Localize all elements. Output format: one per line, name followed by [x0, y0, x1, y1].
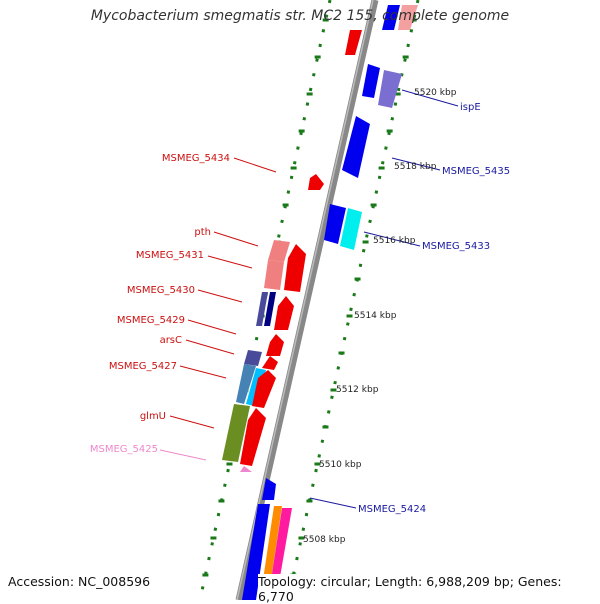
genome-backbone-highlight [236, 0, 374, 600]
scale-tick-label: 5512 kbp [336, 385, 379, 395]
gene-glmU-red [240, 408, 266, 466]
gene-MSMEG_5433-cyan [340, 208, 362, 250]
gene-label-MSMEG_5431: MSMEG_5431 [136, 250, 204, 261]
gene-name-labels: ispE MSMEG_5435 MSMEG_5433 MSMEG_5424 MS… [90, 102, 510, 515]
connector-MSMEG_5431 [207, 255, 253, 269]
gene-MSMEG_5425 [240, 466, 252, 472]
connector-glmU [169, 415, 215, 429]
gene-label-MSMEG_5424: MSMEG_5424 [358, 504, 426, 515]
gene-MSMEG_5424 [262, 478, 276, 500]
connector-MSMEG_5435 [391, 157, 441, 171]
connector-MSMEG_5424 [309, 497, 357, 509]
connector-MSMEG_5430 [197, 289, 243, 303]
connector-arsC [185, 339, 235, 355]
gene-label-arsC: arsC [160, 335, 182, 346]
scale-tick-label: 5514 kbp [354, 311, 397, 321]
gene-label-ispE: ispE [460, 102, 481, 113]
scale-tick-label: 5518 kbp [394, 162, 437, 172]
gene-forward-bottom-blue [242, 504, 270, 600]
scale-tick-labels: 5520 kbp 5518 kbp 5516 kbp 5514 kbp 5512… [303, 88, 457, 545]
reverse-strand-genes [222, 174, 324, 472]
gene-MSMEG_5431-pink [264, 260, 284, 290]
gene-ispE-a [362, 64, 380, 98]
gene-MSMEG_5426-red [252, 370, 276, 408]
gene-ispE-b [378, 70, 402, 108]
gene-label-MSMEG_5434: MSMEG_5434 [162, 153, 230, 164]
gene-label-MSMEG_5435: MSMEG_5435 [442, 166, 510, 177]
gene-MSMEG_5434 [308, 174, 324, 190]
connector-MSMEG_5425 [159, 449, 207, 461]
gene-label-MSMEG_5427: MSMEG_5427 [109, 361, 177, 372]
gene-label-pth: pth [194, 227, 211, 238]
gene-MSMEG_5427-steel [236, 364, 256, 404]
forward-strand-genes [242, 5, 418, 600]
label-connectors [159, 89, 459, 509]
inner-scale-track [286, 0, 420, 600]
gene-MSMEG_5430-b [264, 292, 276, 326]
gene-label-MSMEG_5425: MSMEG_5425 [90, 444, 158, 455]
genome-title: Mycobacterium smegmatis str. MC2 155, co… [90, 8, 510, 24]
genome-backbone [235, 0, 379, 600]
gene-MSMEG_5427-purple [244, 350, 262, 366]
connector-MSMEG_5434 [233, 157, 277, 173]
gene-label-MSMEG_5429: MSMEG_5429 [117, 315, 185, 326]
connector-MSMEG_5429 [187, 319, 237, 335]
outer-scale-track [198, 0, 332, 600]
gene-forward-top-blue [382, 5, 400, 30]
gene-label-MSMEG_5430: MSMEG_5430 [127, 285, 195, 296]
connector-ispE [401, 89, 459, 107]
topology-label: Topology: circular; Length: 6,988,209 bp… [258, 574, 600, 604]
gene-glmU-green [222, 404, 250, 462]
connector-pth [213, 231, 259, 247]
gene-label-glmU: glmU [140, 411, 166, 422]
gene-MSMEG_5433-blue [324, 204, 346, 244]
gene-MSMEG_5429 [274, 296, 294, 330]
gene-forward-top-red [345, 30, 362, 55]
accession-label: Accession: NC_008596 [8, 574, 151, 589]
gene-forward-top-pink [398, 5, 418, 30]
scale-tick-label: 5516 kbp [373, 236, 416, 246]
gene-MSMEG_5427-red [262, 356, 278, 370]
gene-MSMEG_5430-a [256, 292, 268, 326]
connector-MSMEG_5433 [363, 231, 421, 247]
scale-tick-label: 5520 kbp [414, 88, 457, 98]
scale-tick-label: 5508 kbp [303, 535, 346, 545]
scale-tick-label: 5510 kbp [319, 460, 362, 470]
gene-pth [268, 240, 290, 262]
gene-MSMEG_5431-red [284, 244, 306, 292]
connector-MSMEG_5427 [179, 365, 227, 379]
gene-MSMEG_5435 [342, 116, 370, 178]
gene-label-MSMEG_5433: MSMEG_5433 [422, 241, 490, 252]
gene-arsC [266, 334, 284, 356]
